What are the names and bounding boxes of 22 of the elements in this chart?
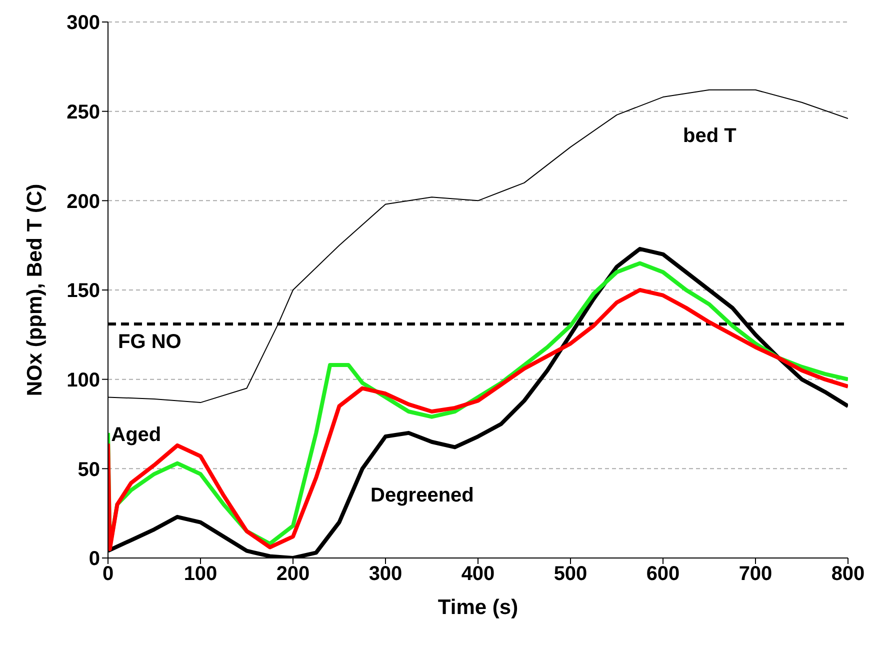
x-tick-label: 400 (461, 563, 495, 586)
x-tick-label: 600 (646, 563, 680, 586)
y-tick-label: 0 (88, 548, 100, 570)
y-tick-label: 250 (66, 101, 100, 124)
y-tick-label: 100 (66, 369, 100, 392)
y-tick-label: 200 (66, 190, 100, 213)
x-tick-label: 300 (368, 563, 402, 586)
y-axis-title: NOx (ppm), Bed T (C) (23, 184, 46, 396)
x-tick-label: 100 (184, 563, 218, 586)
x-tick-label: 200 (276, 563, 310, 586)
x-tick-label: 500 (554, 563, 588, 586)
x-tick-label: 0 (102, 563, 114, 586)
series-label: Aged (111, 424, 162, 446)
y-tick-label: 50 (78, 458, 100, 481)
series-label: Degreened (370, 484, 474, 507)
y-tick-label: 150 (66, 280, 100, 302)
ref-line-label: FG NO (118, 331, 182, 354)
x-tick-label: 700 (738, 563, 772, 586)
x-tick-label: 800 (831, 563, 865, 586)
series-label: bed T (683, 125, 736, 148)
y-tick-label: 300 (66, 12, 100, 34)
x-axis-title: Time (s) (438, 596, 518, 619)
